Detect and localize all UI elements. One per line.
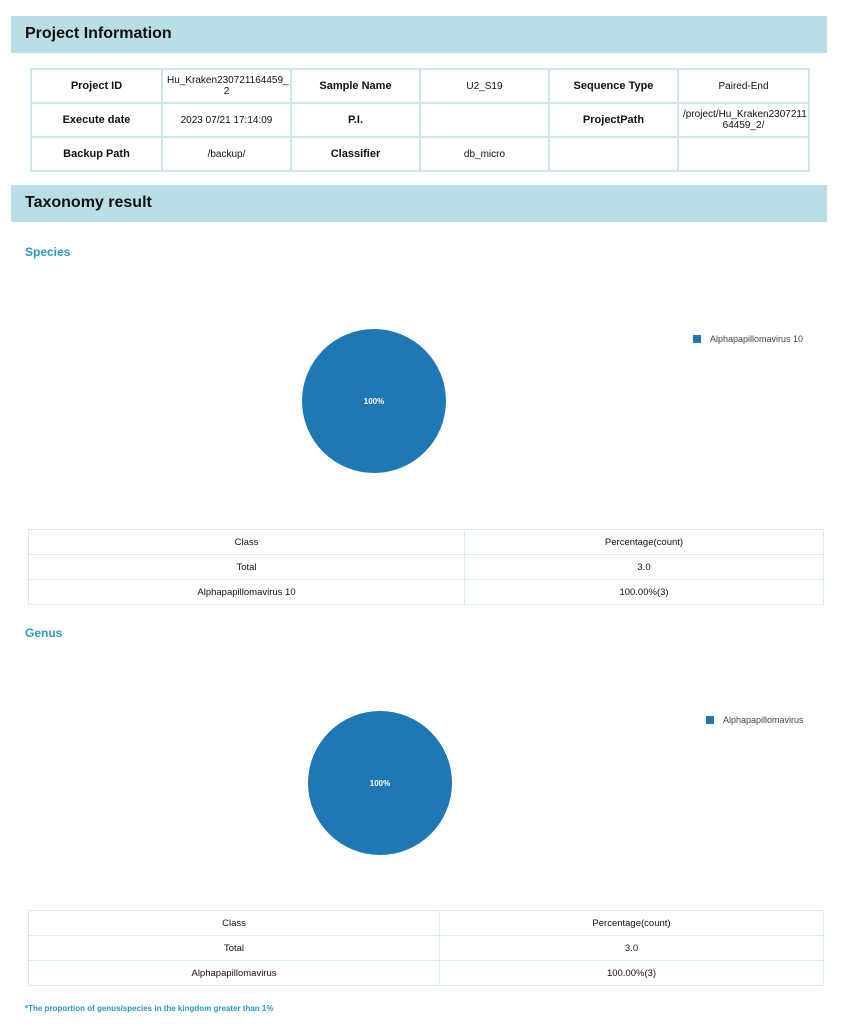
cell: 100.00%(3): [439, 960, 824, 986]
column-header: Percentage(count): [439, 910, 824, 936]
cell: 100.00%(3): [464, 579, 824, 605]
project-info-table: Project ID Hu_Kraken230721164459_ 2 Samp…: [30, 68, 810, 172]
column-header: Class: [28, 529, 465, 555]
info-label: Sequence Type: [548, 68, 679, 104]
info-row: Execute date 2023 07/21 17:14:09 P.I. Pr…: [30, 102, 810, 138]
table-row: Total 3.0: [28, 554, 824, 580]
info-value: db_micro: [419, 136, 550, 172]
table-row: Alphapapillomavirus 10 100.00%(3): [28, 579, 824, 605]
species-table: Class Percentage(count) Total 3.0 Alphapap…: [28, 529, 824, 605]
species-pie-label: 100%: [363, 396, 385, 406]
table-row: Total 3.0: [28, 935, 824, 961]
info-label: P.I.: [290, 102, 421, 138]
info-value: 2023 07/21 17:14:09: [161, 102, 292, 138]
cell: 3.0: [464, 554, 824, 580]
info-label: ProjectPath: [548, 102, 679, 138]
table-header-row: Class Percentage(count): [28, 910, 824, 936]
info-label: Classifier: [290, 136, 421, 172]
info-label: Backup Path: [30, 136, 163, 172]
cell: Total: [28, 935, 440, 961]
footnote: *The proportion of genus/species in the …: [25, 1004, 274, 1013]
legend-swatch-icon: [693, 335, 701, 343]
info-label: Project ID: [30, 68, 163, 104]
genus-legend-item[interactable]: Alphapapillomavirus: [706, 715, 804, 725]
legend-swatch-icon: [706, 716, 714, 724]
project-information-header: Project Information: [11, 16, 827, 53]
table-row: Alphapapillomavirus 100.00%(3): [28, 960, 824, 986]
info-value: Hu_Kraken230721164459_ 2: [161, 68, 292, 104]
info-value: [419, 102, 550, 138]
info-value: /project/Hu_Kraken2307211 64459_2/: [677, 102, 810, 138]
info-value: /backup/: [161, 136, 292, 172]
info-value: U2_S19: [419, 68, 550, 104]
genus-table: Class Percentage(count) Total 3.0 Alphapap…: [28, 910, 824, 986]
info-row: Project ID Hu_Kraken230721164459_ 2 Samp…: [30, 68, 810, 104]
taxonomy-result-header: Taxonomy result: [11, 185, 827, 222]
info-value: [677, 136, 810, 172]
table-header-row: Class Percentage(count): [28, 529, 824, 555]
info-value: Paired-End: [677, 68, 810, 104]
legend-label: Alphapapillomavirus 10: [710, 334, 804, 344]
genus-pie-slice: 100%: [308, 711, 452, 855]
column-header: Class: [28, 910, 440, 936]
genus-pie-label: 100%: [369, 778, 391, 788]
species-pie-slice: 100%: [302, 329, 446, 473]
species-heading: Species: [25, 245, 71, 259]
legend-label: Alphapapillomavirus: [723, 715, 804, 725]
genus-heading: Genus: [25, 626, 63, 640]
species-legend-item[interactable]: Alphapapillomavirus 10: [693, 334, 803, 344]
info-label: Sample Name: [290, 68, 421, 104]
column-header: Percentage(count): [464, 529, 824, 555]
cell: 3.0: [439, 935, 824, 961]
cell: Alphapapillomavirus: [28, 960, 440, 986]
cell: Alphapapillomavirus 10: [28, 579, 465, 605]
cell: Total: [28, 554, 465, 580]
info-row: Backup Path /backup/ Classifier db_micro: [30, 136, 810, 172]
info-label: [548, 136, 679, 172]
info-label: Execute date: [30, 102, 163, 138]
